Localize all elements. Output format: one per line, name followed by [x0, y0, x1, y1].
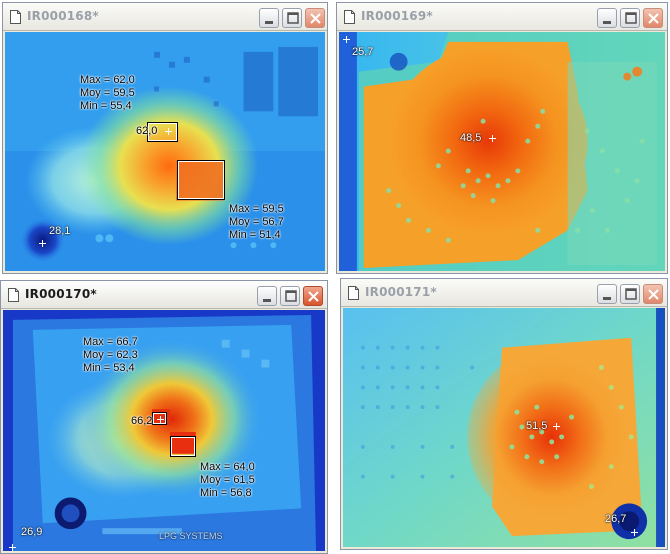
zone-1-stats: Max = 66,7 Moy = 62,3 Min = 53,4: [83, 336, 138, 375]
title-bar[interactable]: IR000170*: [1, 281, 327, 309]
point-marker-2[interactable]: [631, 529, 638, 536]
close-icon: [310, 13, 321, 24]
close-button[interactable]: [303, 286, 323, 306]
close-icon: [648, 289, 659, 300]
zone-2-min: Min = 51,4: [229, 229, 281, 241]
thermal-image[interactable]: Max = 62,0 Moy = 59,5 Min = 55,4 Max = 5…: [5, 32, 325, 271]
zone-2-max: Max = 59,5: [229, 203, 284, 215]
document-icon: [10, 10, 21, 24]
maximize-button[interactable]: [280, 286, 300, 306]
close-button[interactable]: [305, 8, 325, 28]
ir-window-1[interactable]: IR000168*: [2, 2, 328, 274]
title-bar[interactable]: IR000171*: [341, 279, 667, 307]
zone-1-max: Max = 62,0: [80, 74, 135, 86]
minimize-button[interactable]: [597, 8, 617, 28]
roi-zone-2[interactable]: [177, 160, 225, 200]
thermal-image[interactable]: 51,5 26,7: [343, 308, 665, 547]
zone-1-min: Min = 55,4: [80, 100, 132, 112]
thermal-heatmap: [3, 310, 325, 551]
thermal-heatmap: [339, 32, 665, 271]
document-icon: [8, 288, 19, 302]
roi-zone-1[interactable]: [147, 122, 178, 142]
zone-2-stats: Max = 59,5 Moy = 56,7 Min = 51,4: [229, 203, 284, 242]
document-icon: [344, 10, 355, 24]
zone-2-max: Max = 64,0: [200, 461, 255, 473]
ir-window-3[interactable]: IR000170*: [0, 280, 328, 554]
zone-1-stats: Max = 62,0 Moy = 59,5 Min = 55,4: [80, 74, 135, 113]
board-silkscreen: LPG SYSTEMS: [159, 531, 223, 541]
point-marker-1[interactable]: [553, 423, 560, 430]
minimize-icon: [263, 299, 271, 302]
thermal-heatmap: [5, 32, 325, 271]
point-temp-1: 62,0: [136, 125, 158, 137]
point-marker-1[interactable]: [165, 128, 172, 135]
point-marker-2[interactable]: [489, 135, 496, 142]
point-marker-1[interactable]: [343, 36, 350, 43]
title-bar[interactable]: IR000169*: [337, 3, 667, 31]
maximize-button[interactable]: [620, 8, 640, 28]
maximize-icon: [285, 290, 297, 302]
close-button[interactable]: [643, 284, 663, 304]
maximize-icon: [287, 12, 299, 24]
zone-2-stats: Max = 64,0 Moy = 61,5 Min = 56,8: [200, 461, 255, 500]
minimize-icon: [265, 21, 273, 24]
point-marker-2[interactable]: [9, 544, 16, 551]
thermal-image[interactable]: Max = 66,7 Moy = 62,3 Min = 53,4 Max = 6…: [3, 310, 325, 551]
point-temp-2: 26,7: [605, 513, 627, 525]
ir-window-2[interactable]: IR000169*: [336, 2, 668, 274]
title-bar[interactable]: IR000168*: [3, 3, 327, 31]
close-icon: [308, 291, 319, 302]
point-temp-1: 66,2: [131, 415, 153, 427]
zone-2-min: Min = 56,8: [200, 487, 252, 499]
minimize-button[interactable]: [597, 284, 617, 304]
point-marker-2[interactable]: [39, 240, 46, 247]
zone-1-moy: Moy = 62,3: [83, 349, 138, 361]
minimize-icon: [603, 297, 611, 300]
maximize-button[interactable]: [620, 284, 640, 304]
zone-2-moy: Moy = 61,5: [200, 474, 255, 486]
roi-zone-1[interactable]: [152, 412, 167, 425]
zone-1-max: Max = 66,7: [83, 336, 138, 348]
minimize-button[interactable]: [257, 286, 277, 306]
maximize-icon: [625, 288, 637, 300]
ir-window-4[interactable]: IR000171*: [340, 278, 668, 550]
point-temp-1: 25,7: [352, 46, 374, 58]
point-temp-1: 51,5: [526, 420, 548, 432]
thermal-heatmap: [343, 308, 665, 547]
window-title: IR000168*: [27, 9, 99, 23]
point-temp-2: 48,5: [460, 132, 482, 144]
zone-1-min: Min = 53,4: [83, 362, 135, 374]
window-title: IR000171*: [365, 285, 437, 299]
maximize-button[interactable]: [282, 8, 302, 28]
point-marker-1[interactable]: [157, 416, 164, 423]
close-icon: [648, 13, 659, 24]
point-temp-2: 28,1: [49, 225, 71, 237]
window-title: IR000169*: [361, 9, 433, 23]
thermal-image[interactable]: 25,7 48,5: [339, 32, 665, 271]
point-temp-2: 26,9: [21, 526, 43, 538]
zone-2-moy: Moy = 56,7: [229, 216, 284, 228]
close-button[interactable]: [643, 8, 663, 28]
minimize-icon: [603, 21, 611, 24]
minimize-button[interactable]: [259, 8, 279, 28]
zone-1-moy: Moy = 59,5: [80, 87, 135, 99]
document-icon: [348, 286, 359, 300]
maximize-icon: [625, 12, 637, 24]
roi-zone-2[interactable]: [170, 436, 196, 457]
window-title: IR000170*: [25, 287, 97, 301]
